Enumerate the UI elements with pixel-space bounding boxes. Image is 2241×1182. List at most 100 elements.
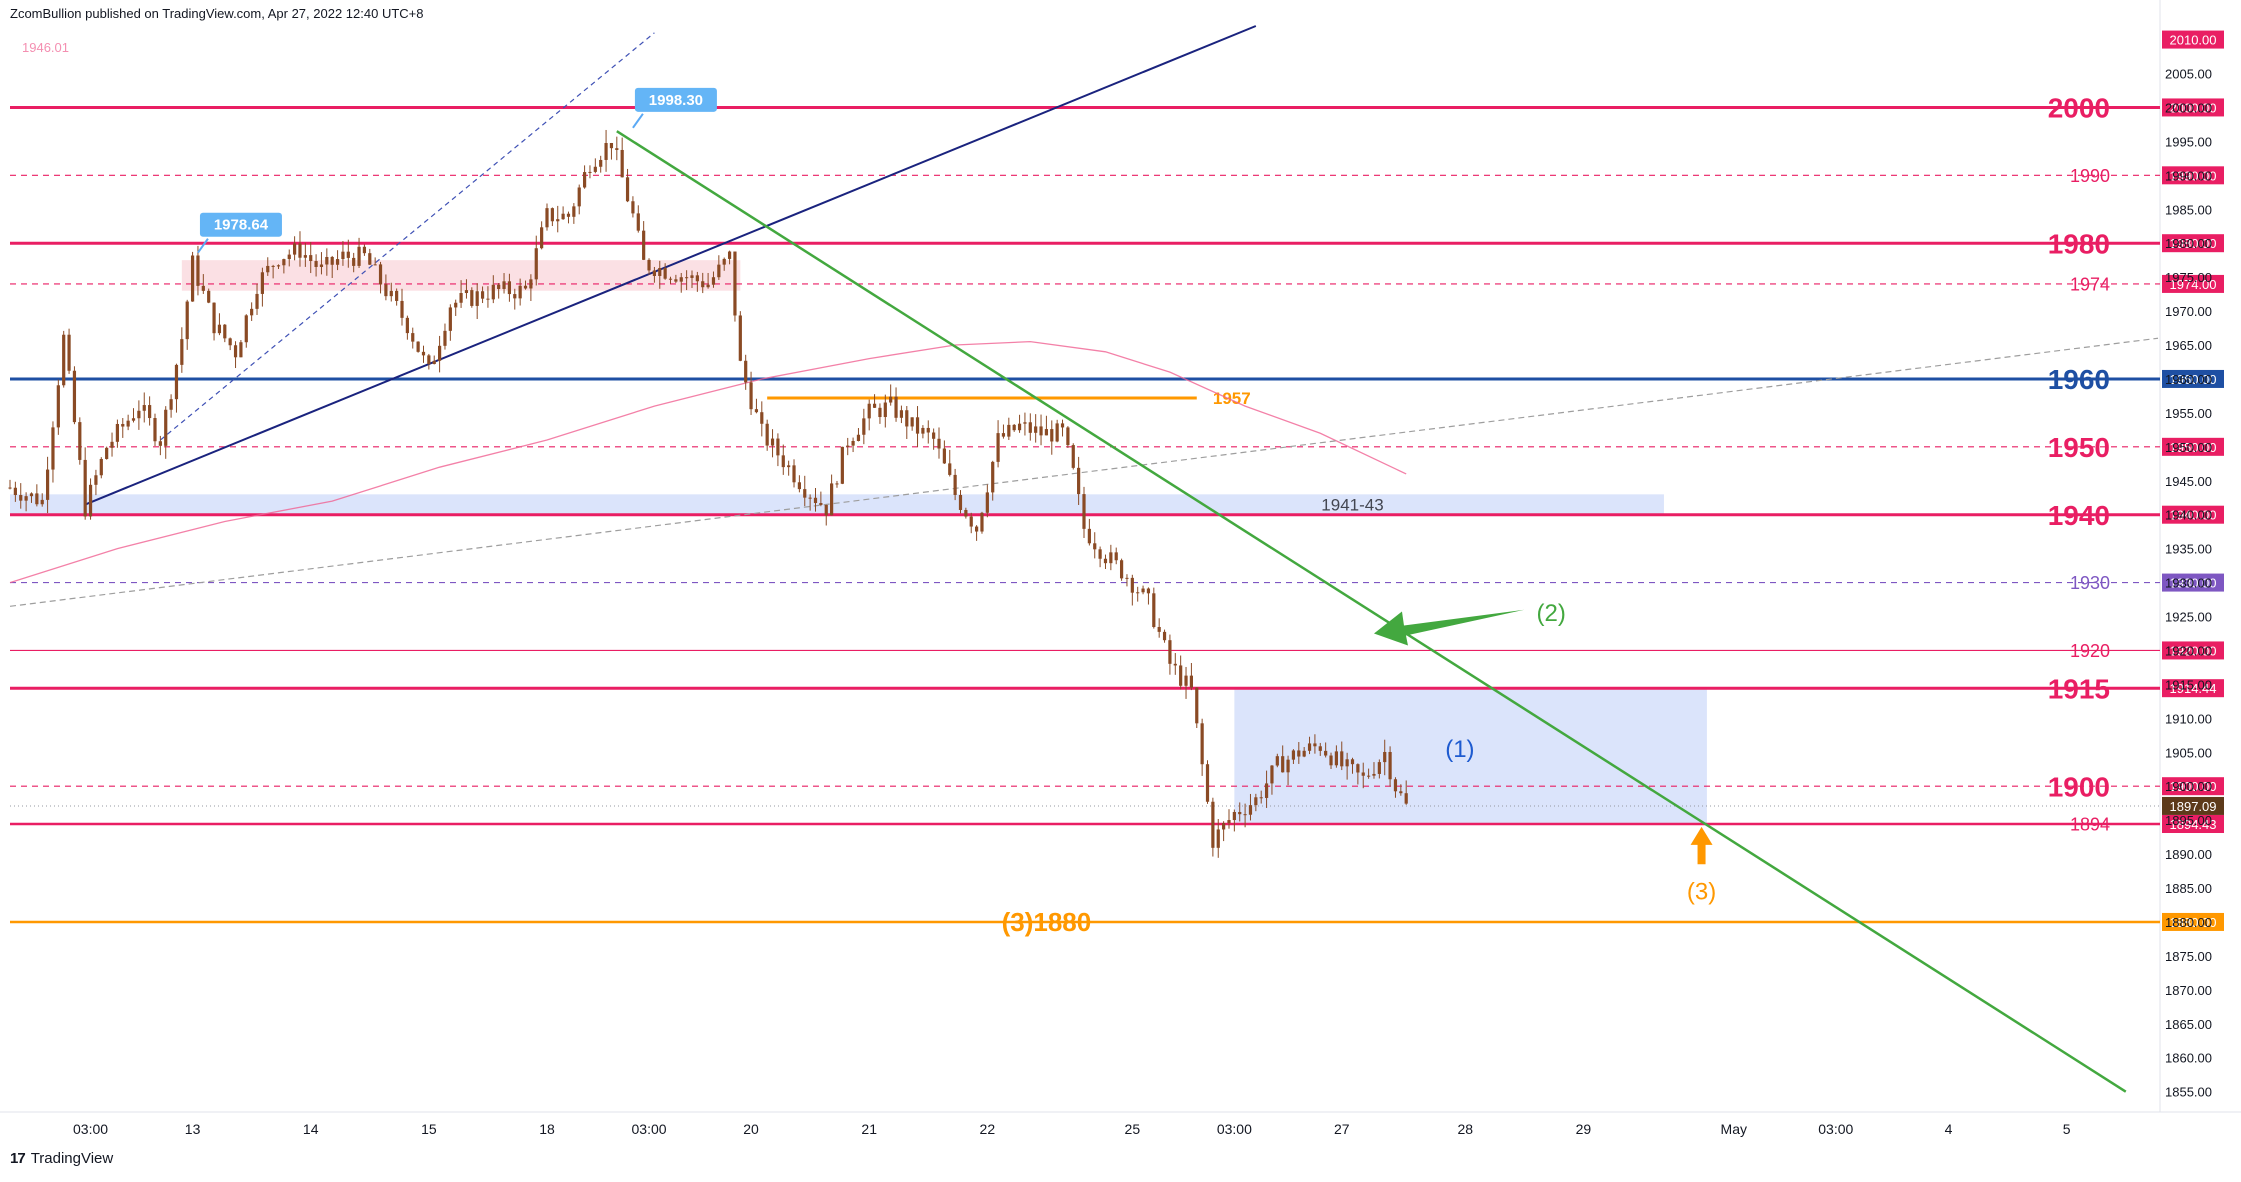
candle-body: [480, 291, 485, 299]
candle-body: [711, 277, 716, 285]
candle: [1205, 760, 1210, 804]
candle: [899, 405, 904, 424]
candle-body: [443, 330, 447, 346]
candle-body: [599, 159, 603, 167]
candle-body: [29, 493, 34, 497]
candle-body: [78, 422, 82, 460]
candle: [378, 261, 383, 294]
candle-body: [1270, 765, 1274, 784]
candle: [1087, 518, 1091, 546]
candle-body: [813, 497, 818, 504]
candle: [513, 288, 517, 310]
candle: [577, 184, 581, 215]
price-tag-text-1920.00: 1920.00: [2170, 643, 2217, 658]
candle: [1318, 742, 1322, 756]
candle: [969, 512, 973, 534]
price-tag-text-1950.00: 1950.00: [2170, 440, 2217, 455]
candle-body: [244, 315, 248, 343]
candle-body: [174, 364, 179, 400]
candle: [862, 408, 866, 445]
candle: [663, 263, 667, 280]
candle: [1119, 558, 1124, 581]
price-tick-label: 1855.00: [2165, 1085, 2212, 1100]
price-tag-text-1960.00: 1960.00: [2170, 372, 2217, 387]
candle: [540, 221, 544, 250]
price-tick-label: 1975.00: [2165, 270, 2212, 285]
candle-body: [647, 259, 651, 271]
candle: [427, 353, 431, 370]
time-tick-label: 13: [185, 1121, 201, 1137]
candle-body: [652, 270, 656, 276]
candle-body: [105, 447, 109, 459]
price-tick-label: 2000.00: [2165, 100, 2212, 115]
candle: [1060, 419, 1065, 437]
candle: [588, 165, 592, 179]
candle: [765, 419, 769, 451]
candle-body: [1012, 424, 1016, 431]
candle: [169, 394, 173, 418]
time-tick-label: 18: [539, 1121, 555, 1137]
candle-body: [293, 243, 297, 255]
candle: [561, 206, 565, 220]
candle: [13, 481, 17, 502]
candle: [835, 480, 839, 488]
candle-body: [582, 172, 587, 188]
candle-body: [110, 441, 114, 448]
candle: [754, 398, 759, 414]
price-tag-text-1914.44: 1914.44: [2170, 681, 2217, 696]
candle: [679, 272, 683, 293]
candle-body: [926, 427, 930, 433]
price-tick-label: 1870.00: [2165, 983, 2212, 998]
candle: [701, 272, 705, 294]
price-tag-text-1990.00: 1990.00: [2170, 168, 2217, 183]
candle-body: [411, 333, 415, 342]
candle-body: [1275, 756, 1279, 766]
candle-body: [1087, 528, 1091, 544]
candle: [217, 313, 222, 336]
candle: [1055, 419, 1059, 443]
level-label-1915: 1915: [2048, 673, 2110, 704]
candle: [550, 207, 554, 227]
candle-body: [631, 201, 635, 214]
candle: [926, 420, 930, 444]
candle-body: [88, 484, 93, 517]
current-price-tag-text: 1897.09: [2170, 799, 2217, 814]
candle-body: [609, 143, 614, 149]
candle: [738, 311, 742, 362]
price-tick-label: 1950.00: [2165, 440, 2212, 455]
candle-body: [1324, 750, 1328, 756]
candle: [975, 525, 979, 541]
candle-body: [266, 265, 270, 273]
candle: [470, 287, 474, 308]
candle: [883, 394, 887, 428]
candle-body: [604, 143, 608, 160]
candle: [115, 419, 119, 448]
high-callout-1998-label: 1998.30: [649, 92, 703, 109]
level-label-2000: 2000: [2048, 93, 2110, 124]
candle-body: [523, 285, 528, 289]
candle-body: [201, 285, 205, 291]
candle: [201, 274, 205, 294]
time-tick-label: May: [1721, 1121, 1747, 1137]
candle: [1238, 802, 1242, 822]
candle: [1227, 809, 1231, 829]
candle: [937, 427, 941, 459]
candle-body: [330, 256, 334, 265]
candle-body: [335, 259, 340, 265]
candle: [346, 239, 350, 268]
candle-body: [1066, 427, 1070, 446]
candle: [985, 484, 989, 518]
candle-body: [459, 293, 463, 303]
price-tick-label: 1925.00: [2165, 610, 2212, 625]
high-callout-1978-label: 1978.64: [214, 217, 269, 234]
candle: [153, 413, 157, 447]
candle: [83, 447, 87, 520]
candle: [1162, 629, 1167, 643]
candle: [1232, 809, 1236, 832]
tradingview-footer[interactable]: 17 TradingView: [10, 1150, 113, 1167]
candle: [148, 396, 152, 426]
candle-body: [663, 267, 667, 279]
price-tag-1930.00: [2162, 573, 2224, 592]
level-label-1940: 1940: [2048, 500, 2110, 531]
